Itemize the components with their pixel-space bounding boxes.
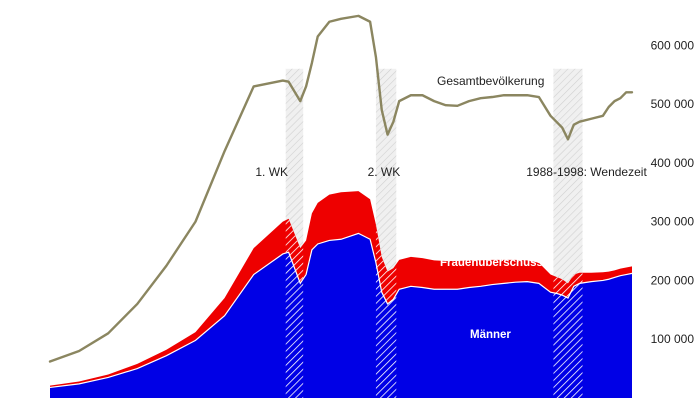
y-tick-label: 600 000 bbox=[651, 38, 695, 52]
area-maenner bbox=[50, 233, 632, 398]
series-label-surplus: Frauenüberschuss bbox=[440, 257, 543, 269]
period-hatching bbox=[285, 218, 583, 398]
period-label-2: 1988-1998: Wendezeit bbox=[526, 165, 647, 179]
y-tick-label: 300 000 bbox=[651, 215, 695, 229]
period-label-1: 2. WK bbox=[368, 165, 401, 179]
y-axis: 100 000 200 000 300 000 400 000 500 000 600 0… bbox=[651, 38, 695, 346]
series-label-men: Männer bbox=[470, 329, 511, 341]
period-area-hatch-0 bbox=[285, 218, 304, 398]
area-frauenueberschuss bbox=[50, 191, 632, 388]
period-area-hatch-1 bbox=[375, 224, 397, 398]
period-annotations: 1. WK 2. WK 1988-1998: Wendezeit bbox=[255, 165, 647, 179]
line-gesamtbevoelkerung bbox=[48, 14, 634, 363]
y-tick-label: 100 000 bbox=[651, 332, 695, 346]
period-area-hatch-2 bbox=[553, 272, 583, 398]
period-label-0: 1. WK bbox=[255, 165, 288, 179]
y-tick-label: 400 000 bbox=[651, 156, 695, 170]
area-series bbox=[49, 191, 633, 398]
series-label-total: Gesamtbevölkerung bbox=[437, 74, 544, 88]
y-tick-label: 500 000 bbox=[651, 97, 695, 111]
y-tick-label: 200 000 bbox=[651, 273, 695, 287]
line-series bbox=[48, 14, 634, 363]
